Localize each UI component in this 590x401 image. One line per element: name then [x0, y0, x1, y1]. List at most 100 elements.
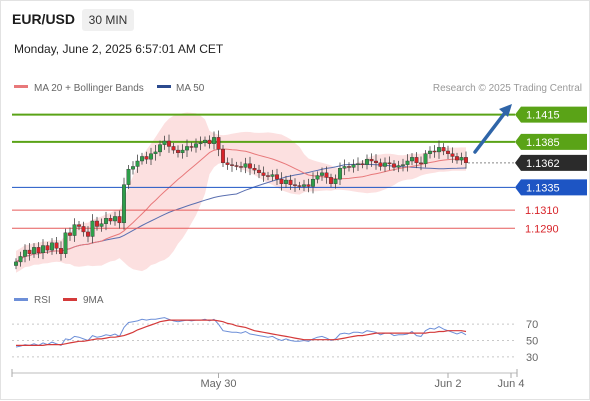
candle-body [450, 153, 455, 157]
candle-body [167, 140, 171, 147]
candle-body [14, 261, 18, 266]
candle-body [90, 220, 95, 237]
candle-body [203, 139, 207, 144]
candle-body [122, 184, 126, 224]
symbol-title: EUR/USD [12, 11, 76, 27]
moving-averages [15, 148, 467, 263]
candle-body [459, 157, 464, 161]
candle-body [378, 162, 383, 167]
candle-body [113, 216, 117, 222]
candle-body [437, 147, 441, 153]
candle-body [216, 137, 221, 150]
candle-body [279, 178, 284, 184]
x-tick-label: Jun 2 [435, 378, 462, 390]
forecast-arrow [473, 104, 512, 154]
candle-body [396, 165, 401, 168]
candle-body [356, 163, 360, 165]
candle-body [104, 218, 108, 224]
candle-body [360, 163, 365, 165]
candle-body [302, 184, 306, 187]
ma50-legend-label: MA 50 [176, 83, 205, 94]
candle-body [252, 168, 257, 171]
timeframe-badge[interactable]: 30 MIN [82, 9, 134, 31]
x-axis: May 30 Jun 2 Jun 4 [11, 369, 525, 390]
candle-body [54, 242, 59, 249]
candle-body [464, 157, 468, 164]
candle-body [207, 139, 212, 144]
candle-body [441, 147, 446, 152]
candle-body [414, 157, 419, 164]
candle-body [126, 168, 131, 185]
candle-body [428, 150, 432, 154]
candle-body [347, 166, 351, 168]
candle-body [248, 163, 252, 169]
candle-body [27, 249, 32, 254]
candle-body [176, 149, 180, 154]
candle-body [446, 150, 450, 154]
x-tick-label: May 30 [200, 378, 236, 390]
candle-body [72, 224, 77, 236]
rsi-level-label: 30 [526, 352, 538, 364]
candle-body [140, 156, 144, 162]
candle-body [261, 172, 266, 176]
candle-body [365, 158, 369, 165]
rsi-ma-legend-swatch [63, 298, 77, 301]
candle-body [81, 226, 86, 233]
ma20-legend-label: MA 20 + Bollinger Bands [34, 83, 144, 94]
level-tag-text-1.1335: 1.1335 [526, 182, 560, 194]
candle-body [288, 179, 293, 185]
candle-body [257, 169, 261, 174]
candle-body [180, 149, 185, 154]
candle-body [230, 164, 234, 166]
rsi-level-label: 70 [526, 319, 538, 331]
candlesticks [14, 130, 468, 270]
candle-body [59, 248, 63, 254]
candle-body [131, 166, 135, 170]
candle-body [162, 140, 167, 145]
candle-body [95, 220, 99, 227]
candle-body [270, 174, 275, 177]
datetime-label: Monday, June 2, 2025 6:57:01 AM CET [14, 42, 224, 56]
candle-body [392, 163, 396, 168]
candle-body [369, 158, 374, 162]
candle-body [338, 168, 342, 180]
rsi-legend-label: RSI [34, 295, 51, 306]
rsi-legend-swatch [14, 298, 28, 301]
candle-body [410, 157, 414, 162]
candle-body [189, 146, 194, 148]
candle-body [194, 143, 198, 148]
level-tag-text-1.1415: 1.1415 [526, 110, 560, 122]
candle-body [455, 156, 459, 161]
level-tag-1.1335 [515, 179, 587, 196]
candle-body [351, 164, 356, 168]
level-text-1.1290: 1.1290 [525, 223, 559, 235]
x-tick-label: Jun 4 [498, 378, 525, 390]
candle-body [383, 162, 387, 167]
candle-body [23, 249, 27, 257]
candle-body [234, 165, 239, 167]
candle-body [86, 231, 90, 237]
level-tag-1.1415 [515, 106, 587, 123]
research-credit: Research © 2025 Trading Central [433, 83, 582, 94]
candle-body [212, 137, 216, 144]
candle-body [171, 146, 176, 151]
rsi-ma-line [16, 319, 467, 346]
candle-body [423, 153, 428, 164]
candle-body [117, 216, 122, 224]
candle-body [45, 245, 50, 251]
candle-body [306, 184, 311, 187]
candle-body [225, 162, 230, 165]
level-text-1.1310: 1.1310 [525, 205, 559, 217]
ma20-line [15, 148, 466, 263]
forecast-arrow-shaft [473, 112, 506, 154]
level-tag-1.1385 [515, 133, 587, 150]
candle-body [311, 178, 315, 187]
candle-body [284, 179, 288, 184]
candle-body [324, 172, 329, 178]
ma50-legend-swatch [157, 85, 171, 88]
key-levels [12, 113, 515, 229]
candle-body [329, 177, 333, 184]
candle-body [333, 178, 338, 184]
